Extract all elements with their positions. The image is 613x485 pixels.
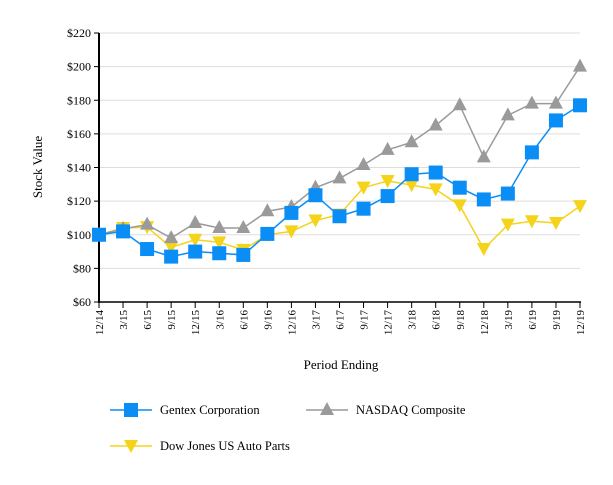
legend-marker [124,440,138,453]
x-tick-label: 9/17 [359,310,371,330]
y-tick-label: $60 [73,295,91,309]
x-tick-label: 9/15 [166,310,178,330]
data-point [92,227,106,242]
data-point [188,214,203,228]
legend-label: Gentex Corporation [160,403,260,417]
data-point [476,149,491,163]
data-point [212,220,227,234]
data-point [380,189,395,204]
data-point [308,214,323,228]
legend-item: Gentex Corporation [110,403,260,417]
x-tick-label: 3/19 [503,310,515,330]
legend-label: NASDAQ Composite [356,403,466,417]
x-tick-label: 6/18 [431,310,443,330]
data-point [356,201,371,216]
data-point [573,58,587,72]
data-point [524,95,539,109]
data-point [356,181,371,195]
y-tick-label: $160 [67,127,91,141]
data-point [573,98,587,113]
y-tick-label: $120 [67,194,91,208]
y-tick-label: $80 [73,261,91,275]
y-tick-label: $200 [67,60,91,74]
data-point [284,225,299,239]
data-point [284,205,299,220]
data-point [260,203,275,217]
data-point [548,216,563,230]
data-point [404,167,419,182]
y-tick-label: $180 [67,93,91,107]
data-point [428,183,443,197]
data-point [188,233,203,247]
data-point [380,174,395,188]
data-point [164,230,179,244]
data-point [500,186,515,201]
data-point [164,241,179,255]
data-point [404,179,419,193]
x-tick-label: 12/19 [575,310,587,336]
legend-marker [124,403,138,417]
x-tick-label: 12/17 [383,310,395,336]
x-tick-label: 12/15 [190,310,202,336]
x-tick-label: 3/17 [310,310,322,330]
y-tick-label: $100 [67,228,91,242]
legend-label: Dow Jones US Auto Parts [160,439,290,453]
data-point [452,199,467,213]
x-tick-label: 9/18 [455,310,467,330]
data-point [548,113,563,128]
data-point [428,117,443,131]
data-point [548,95,563,109]
data-point [356,156,371,170]
data-point [500,218,515,232]
data-point [164,249,179,264]
x-tick-label: 6/19 [527,310,539,330]
x-tick-label: 3/18 [407,310,419,330]
data-point [236,247,251,262]
data-point [476,192,491,207]
data-point [308,188,323,203]
x-tick-label: 6/17 [335,310,347,330]
legend-item: Dow Jones US Auto Parts [110,439,290,453]
x-tick-label: 3/16 [214,310,226,330]
legend-marker [320,402,334,415]
data-point [140,242,155,257]
legend-item: NASDAQ Composite [306,402,466,417]
x-tick-label: 9/16 [262,310,274,330]
data-point [524,215,539,229]
y-axis-label: Stock Value [30,136,45,198]
data-point [380,141,395,155]
data-point [573,200,587,214]
data-point [140,216,155,230]
x-tick-label: 12/14 [94,310,106,336]
y-tick-label: $220 [67,26,91,40]
data-point [404,134,419,148]
data-point [428,165,443,180]
series-gentex-corporation [92,98,587,264]
data-point [500,107,515,121]
data-point [212,246,227,261]
data-point [188,244,203,259]
x-tick-label: 12/16 [286,310,298,336]
data-point [236,220,251,234]
data-point [476,243,491,257]
x-tick-label: 9/19 [551,310,563,330]
y-tick-label: $140 [67,161,91,175]
data-point [452,180,467,195]
series-dow-jones-us-auto-parts [92,174,587,257]
x-axis-label: Period Ending [304,357,379,372]
x-tick-label: 6/16 [238,310,250,330]
data-point [116,224,131,239]
x-tick-label: 6/15 [142,310,154,330]
data-point [332,209,347,224]
data-point [524,145,539,160]
data-point [212,236,227,250]
data-point [332,170,347,184]
data-point [260,226,275,241]
x-tick-label: 12/18 [479,310,491,336]
x-tick-label: 3/15 [118,310,130,330]
data-point [452,97,467,111]
